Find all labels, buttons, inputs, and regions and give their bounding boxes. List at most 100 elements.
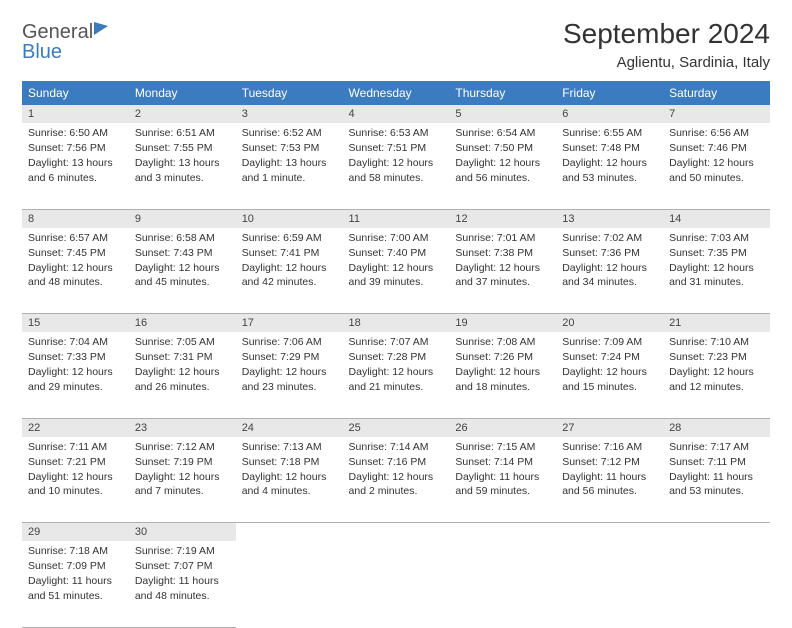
day-cell: Sunrise: 7:06 AMSunset: 7:29 PMDaylight:… <box>236 332 343 418</box>
sunset: Sunset: 7:26 PM <box>455 350 550 364</box>
day-cell: Sunrise: 7:11 AMSunset: 7:21 PMDaylight:… <box>22 437 129 523</box>
sunrise: Sunrise: 6:55 AM <box>562 126 657 140</box>
day-cell: Sunrise: 7:04 AMSunset: 7:33 PMDaylight:… <box>22 332 129 418</box>
sunset: Sunset: 7:09 PM <box>28 559 123 573</box>
day-number: 29 <box>22 523 129 542</box>
sunrise: Sunrise: 7:05 AM <box>135 335 230 349</box>
day-cell-body: Sunrise: 6:57 AMSunset: 7:45 PMDaylight:… <box>22 228 129 297</box>
day-cell-body: Sunrise: 6:56 AMSunset: 7:46 PMDaylight:… <box>663 123 770 192</box>
sunset: Sunset: 7:21 PM <box>28 455 123 469</box>
daylight: Daylight: 13 hours and 6 minutes. <box>28 156 123 184</box>
day-cell: Sunrise: 6:58 AMSunset: 7:43 PMDaylight:… <box>129 228 236 314</box>
sunrise: Sunrise: 6:50 AM <box>28 126 123 140</box>
day-number: 22 <box>22 418 129 437</box>
page-header: General Blue September 2024 Aglientu, Sa… <box>22 18 770 71</box>
daylight: Daylight: 12 hours and 45 minutes. <box>135 261 230 289</box>
sunset: Sunset: 7:40 PM <box>349 246 444 260</box>
logo-text: General Blue <box>22 22 108 62</box>
sunrise: Sunrise: 6:59 AM <box>242 231 337 245</box>
calendar-body: 1234567Sunrise: 6:50 AMSunset: 7:56 PMDa… <box>22 105 770 627</box>
col-sunday: Sunday <box>22 81 129 105</box>
calendar-table: Sunday Monday Tuesday Wednesday Thursday… <box>22 81 770 628</box>
sunset: Sunset: 7:23 PM <box>669 350 764 364</box>
day-cell: Sunrise: 7:00 AMSunset: 7:40 PMDaylight:… <box>343 228 450 314</box>
daylight: Daylight: 12 hours and 37 minutes. <box>455 261 550 289</box>
day-cell: Sunrise: 7:03 AMSunset: 7:35 PMDaylight:… <box>663 228 770 314</box>
sunset: Sunset: 7:11 PM <box>669 455 764 469</box>
daylight: Daylight: 12 hours and 50 minutes. <box>669 156 764 184</box>
sunset: Sunset: 7:41 PM <box>242 246 337 260</box>
title-block: September 2024 Aglientu, Sardinia, Italy <box>563 18 770 71</box>
day-number: 9 <box>129 209 236 228</box>
sunrise: Sunrise: 7:03 AM <box>669 231 764 245</box>
week-row: Sunrise: 7:11 AMSunset: 7:21 PM Daylight:… <box>22 437 770 523</box>
sunrise: Sunrise: 7:11 AM <box>28 440 123 454</box>
logo-text-blue: Blue <box>22 41 62 63</box>
daylight: Daylight: 11 hours and 51 minutes. <box>28 574 123 602</box>
sunrise: Sunrise: 7:14 AM <box>349 440 444 454</box>
sunrise: Sunrise: 7:07 AM <box>349 335 444 349</box>
col-wednesday: Wednesday <box>343 81 450 105</box>
daynum-row: 1234567 <box>22 105 770 123</box>
daylight: Daylight: 12 hours and 18 minutes. <box>455 365 550 393</box>
daylight: Daylight: 12 hours and 15 minutes. <box>562 365 657 393</box>
sunrise: Sunrise: 7:02 AM <box>562 231 657 245</box>
sunrise: Sunrise: 7:12 AM <box>135 440 230 454</box>
day-number: 1 <box>22 105 129 123</box>
day-cell <box>556 541 663 627</box>
day-number: 10 <box>236 209 343 228</box>
sunrise: Sunrise: 7:00 AM <box>349 231 444 245</box>
sunset: Sunset: 7:45 PM <box>28 246 123 260</box>
daylight: Daylight: 12 hours and 34 minutes. <box>562 261 657 289</box>
daylight: Daylight: 11 hours and 48 minutes. <box>135 574 230 602</box>
daylight: Daylight: 12 hours and 42 minutes. <box>242 261 337 289</box>
daynum-row: 891011121314 <box>22 209 770 228</box>
sunrise: Sunrise: 6:57 AM <box>28 231 123 245</box>
sunset: Sunset: 7:55 PM <box>135 141 230 155</box>
daylight: Daylight: 12 hours and 29 minutes. <box>28 365 123 393</box>
day-number <box>449 523 556 542</box>
day-cell: Sunrise: 7:19 AMSunset: 7:07 PMDaylight:… <box>129 541 236 627</box>
sunrise: Sunrise: 7:04 AM <box>28 335 123 349</box>
day-cell: Sunrise: 7:09 AMSunset: 7:24 PMDaylight:… <box>556 332 663 418</box>
daylight: Daylight: 12 hours and 26 minutes. <box>135 365 230 393</box>
location: Aglientu, Sardinia, Italy <box>563 54 770 71</box>
day-number: 3 <box>236 105 343 123</box>
day-cell: Sunrise: 6:53 AMSunset: 7:51 PMDaylight:… <box>343 123 450 209</box>
col-thursday: Thursday <box>449 81 556 105</box>
day-cell: Sunrise: 7:18 AMSunset: 7:09 PMDaylight:… <box>22 541 129 627</box>
weekday-header-row: Sunday Monday Tuesday Wednesday Thursday… <box>22 81 770 105</box>
day-cell: Sunrise: 7:17 AMSunset: 7:11 PMDaylight:… <box>663 437 770 523</box>
daylight: Daylight: 12 hours and 39 minutes. <box>349 261 444 289</box>
col-friday: Friday <box>556 81 663 105</box>
sunset: Sunset: 7:56 PM <box>28 141 123 155</box>
day-cell-body: Sunrise: 7:05 AMSunset: 7:31 PMDaylight:… <box>129 332 236 401</box>
day-cell-body: Sunrise: 7:17 AMSunset: 7:11 PMDaylight:… <box>663 437 770 506</box>
sunrise: Sunrise: 6:58 AM <box>135 231 230 245</box>
day-cell-body: Sunrise: 7:13 AMSunset: 7:18 PMDaylight:… <box>236 437 343 506</box>
sunset: Sunset: 7:48 PM <box>562 141 657 155</box>
day-number: 18 <box>343 314 450 333</box>
day-cell: Sunrise: 6:59 AMSunset: 7:41 PMDaylight:… <box>236 228 343 314</box>
daylight: Daylight: 12 hours and 2 minutes. <box>349 470 444 498</box>
daylight: Daylight: 12 hours and 53 minutes. <box>562 156 657 184</box>
daylight: Daylight: 12 hours and 4 minutes. <box>242 470 337 498</box>
sunrise: Sunrise: 6:52 AM <box>242 126 337 140</box>
sunset: Sunset: 7:29 PM <box>242 350 337 364</box>
day-cell: Sunrise: 6:54 AMSunset: 7:50 PMDaylight:… <box>449 123 556 209</box>
day-number: 23 <box>129 418 236 437</box>
col-tuesday: Tuesday <box>236 81 343 105</box>
sunset: Sunset: 7:19 PM <box>135 455 230 469</box>
day-cell-body: Sunrise: 7:14 AMSunset: 7:16 PMDaylight:… <box>343 437 450 506</box>
day-cell-body: Sunrise: 6:55 AMSunset: 7:48 PMDaylight:… <box>556 123 663 192</box>
sunset: Sunset: 7:31 PM <box>135 350 230 364</box>
day-cell-body: Sunrise: 7:16 AMSunset: 7:12 PMDaylight:… <box>556 437 663 506</box>
day-cell-body: Sunrise: 6:51 AMSunset: 7:55 PMDaylight:… <box>129 123 236 192</box>
daynum-row: 15161718192021 <box>22 314 770 333</box>
day-cell-body: Sunrise: 7:12 AMSunset: 7:19 PMDaylight:… <box>129 437 236 506</box>
day-cell-body: Sunrise: 6:54 AMSunset: 7:50 PMDaylight:… <box>449 123 556 192</box>
day-cell: Sunrise: 7:12 AMSunset: 7:19 PMDaylight:… <box>129 437 236 523</box>
day-cell-body: Sunrise: 7:04 AMSunset: 7:33 PMDaylight:… <box>22 332 129 401</box>
daylight: Daylight: 12 hours and 23 minutes. <box>242 365 337 393</box>
sunrise: Sunrise: 7:06 AM <box>242 335 337 349</box>
